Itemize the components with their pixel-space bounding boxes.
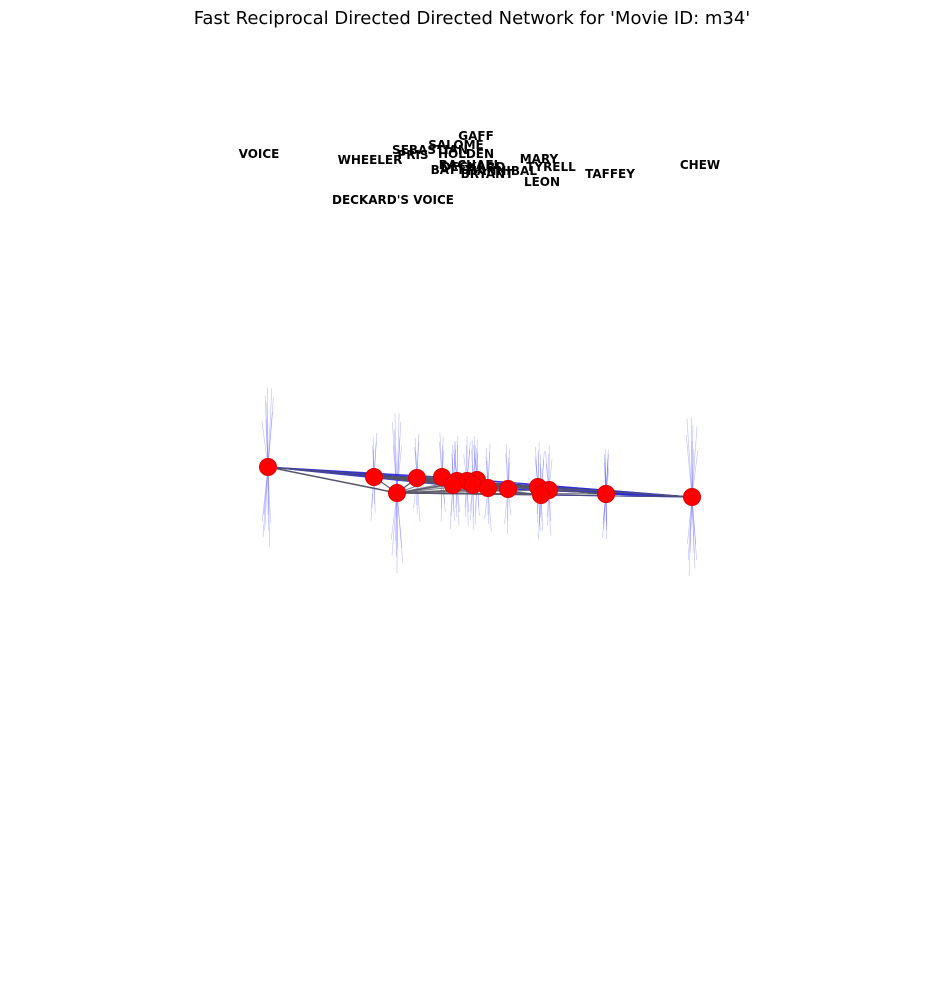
node-wheeler[interactable] bbox=[365, 468, 383, 486]
arrow-whisker-33 bbox=[396, 437, 401, 494]
arrow-whisker-9 bbox=[262, 466, 269, 538]
node-chew[interactable] bbox=[683, 488, 701, 506]
node-deckard[interactable] bbox=[479, 479, 497, 497]
labels-layer: VOICE WHEELER DECKARD'S VOICE PRISSEBASTIAN… bbox=[239, 129, 721, 207]
node-label-holden: HOLDEN bbox=[438, 147, 494, 161]
node-batty[interactable] bbox=[464, 476, 482, 494]
arrow-whisker-142 bbox=[687, 496, 693, 561]
arrow-whisker-137 bbox=[685, 434, 693, 498]
edge-line-85 bbox=[267, 466, 398, 494]
node-label-salome: SALOME bbox=[428, 138, 484, 152]
node-label-rachael: RACHAEL bbox=[439, 158, 502, 172]
node-taffey[interactable] bbox=[597, 485, 615, 503]
arrow-whisker-12 bbox=[267, 387, 273, 468]
node-label-pris: PRIS bbox=[397, 148, 428, 162]
node-label-gaff: GAFF bbox=[458, 129, 494, 143]
chart-title: Fast Reciprocal Directed Directed Networ… bbox=[194, 8, 751, 29]
arrow-whisker-143 bbox=[690, 416, 693, 498]
arrow-whisker-31 bbox=[393, 429, 398, 494]
arrow-whisker-28 bbox=[396, 492, 399, 550]
node-label-chew: CHEW bbox=[680, 158, 720, 172]
arrow-whisker-8 bbox=[267, 411, 273, 468]
node-label-bryant: BRYANT bbox=[461, 167, 515, 181]
arrow-whisker-14 bbox=[264, 395, 269, 468]
arrow-whisker-29 bbox=[396, 421, 402, 494]
nodes-layer bbox=[259, 458, 701, 506]
arrow-whisker-132 bbox=[691, 496, 697, 560]
node-label-voice: VOICE bbox=[239, 147, 280, 161]
arrow-whisker-3 bbox=[267, 466, 271, 523]
node-bryant[interactable] bbox=[499, 480, 517, 498]
arrow-whisker-140 bbox=[691, 496, 696, 569]
edge-line-68 bbox=[267, 466, 418, 479]
node-label-deckard: DECKARD bbox=[441, 160, 506, 174]
arrow-whisker-34 bbox=[396, 492, 404, 563]
node-pris[interactable] bbox=[408, 469, 426, 487]
arrow-whisker-4 bbox=[267, 396, 274, 468]
node-rachael[interactable] bbox=[444, 476, 462, 494]
node-label-hannibal: HANNIBAL bbox=[467, 164, 537, 178]
arrow-whisker-39 bbox=[392, 422, 398, 494]
node-label-sebastian: SEBASTIAN bbox=[392, 143, 468, 157]
arrow-whisker-133 bbox=[686, 418, 693, 498]
arrow-whisker-134 bbox=[689, 496, 693, 553]
arrow-whisker-144 bbox=[691, 496, 695, 553]
node-label-batty: BATTY bbox=[431, 163, 474, 177]
node-label-taffey: TAFFEY bbox=[585, 167, 635, 181]
arrow-whisker-135 bbox=[691, 424, 694, 498]
node-deckard-s-voice[interactable] bbox=[388, 484, 406, 502]
arrow-whisker-13 bbox=[261, 466, 269, 522]
arrow-whisker-26 bbox=[391, 492, 398, 556]
node-label-deckard-s-voice: DECKARD'S VOICE bbox=[332, 193, 454, 207]
node-voice[interactable] bbox=[259, 458, 277, 476]
arrow-whisker-38 bbox=[396, 492, 403, 548]
node-tyrell[interactable] bbox=[532, 486, 550, 504]
arrow-whisker-6 bbox=[266, 403, 269, 468]
node-label-leon: LEON bbox=[524, 175, 560, 189]
node-label-tyrell: TYRELL bbox=[526, 160, 576, 174]
arrow-whisker-145 bbox=[691, 426, 698, 498]
arrow-whisker-138 bbox=[688, 496, 693, 577]
node-label-mary: MARY bbox=[520, 152, 559, 166]
arrow-whisker-36 bbox=[395, 492, 398, 558]
node-label-wheeler: WHEELER bbox=[338, 153, 403, 167]
arrow-whisker-1 bbox=[264, 466, 269, 531]
arrow-whisker-7 bbox=[267, 466, 270, 547]
arrow-whisker-11 bbox=[267, 466, 270, 532]
